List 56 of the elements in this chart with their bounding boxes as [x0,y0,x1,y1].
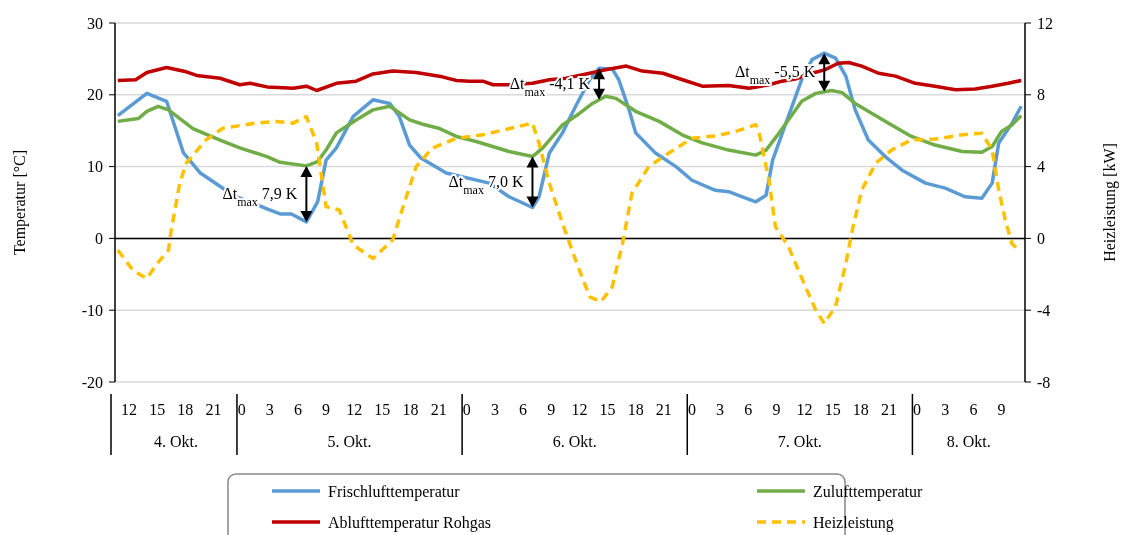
y-tick-label: 10 [87,158,103,176]
x-tick-label: 6 [744,401,753,418]
x-tick-label: 15 [824,401,841,418]
x-tick-label: 15 [599,401,616,418]
text: 4. Okt. [153,433,198,450]
x-tick-label: 21 [655,401,672,418]
x-tick-label: 3 [490,401,499,418]
x-tick-label: 12 [796,401,813,418]
y-tick-label: -20 [81,373,103,391]
x-tick-label: 15 [149,401,166,418]
x-tick-label: 9 [547,401,556,418]
x-tick-label: 9 [997,401,1006,418]
legend-label: Ablufttemperatur Rohgas [328,513,492,532]
x-tick-label: 21 [205,401,222,418]
x-tick-label: 21 [880,401,897,418]
x-tick-label: 0 [687,401,696,418]
legend-label: Frischlufttemperatur [328,482,461,501]
x-tick-label: 0 [913,401,922,418]
x-tick-label: 9 [322,401,331,418]
legend-label: Heizleistung [813,513,894,532]
y-tick-label: -10 [81,301,103,319]
y2-tick-label: -4 [1037,301,1051,319]
x-tick-label: 6 [969,401,978,418]
x-tick-label: 3 [941,401,950,418]
x-tick-label: 21 [430,401,447,418]
y-tick-label: 0 [95,230,103,247]
y2-tick-label: 12 [1037,14,1053,32]
legend-label: Zulufttemperatur [813,482,923,501]
x-tick-label: 3 [265,401,274,418]
y2-axis-title: Heizleistung [kW] [1101,143,1119,262]
y2-tick-label: 8 [1037,86,1045,104]
annotation: Δt$_{max}$ 7,0 K [448,172,524,197]
x-tick-label: 12 [346,401,363,418]
x-tick-label: 15 [374,401,391,418]
y-tick-label: 20 [87,86,103,104]
x-tick-label: 18 [177,401,194,418]
x-tick-label: 12 [571,401,588,418]
y2-tick-label: -8 [1037,373,1051,391]
x-tick-label: 18 [402,401,419,418]
y-axis-title: Temperatur [°C] [11,149,29,256]
x-tick-label: 18 [627,401,644,418]
text: 7. Okt. [777,433,822,450]
text: 6. Okt. [552,433,597,450]
text: 5. Okt. [327,433,372,450]
x-tick-label: 9 [772,401,781,418]
x-tick-label: 0 [462,401,471,418]
x-tick-label: 6 [519,401,528,418]
x-tick-label: 0 [237,401,246,418]
x-tick-label: 12 [121,401,138,418]
text: 8. Okt. [946,433,991,450]
y2-tick-label: 4 [1037,158,1045,176]
x-tick-label: 3 [716,401,725,418]
y-tick-label: 30 [87,14,103,32]
x-tick-label: 18 [852,401,869,418]
x-tick-label: 6 [293,401,302,418]
y2-tick-label: 0 [1037,230,1045,247]
